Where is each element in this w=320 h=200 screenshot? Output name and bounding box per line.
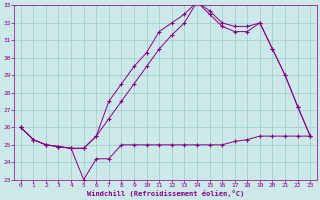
X-axis label: Windchill (Refroidissement éolien,°C): Windchill (Refroidissement éolien,°C) — [87, 190, 244, 197]
